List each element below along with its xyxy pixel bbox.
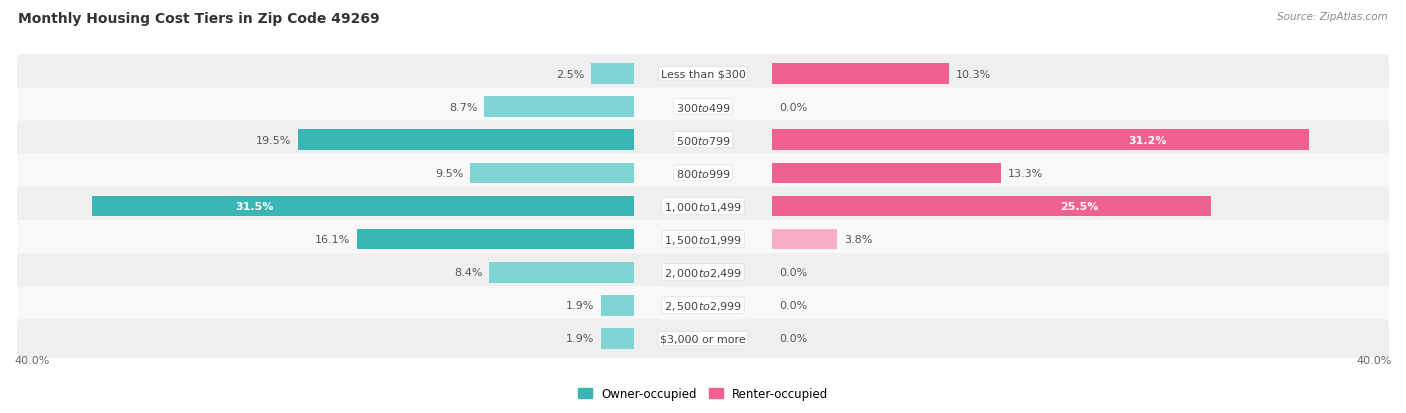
Text: 16.1%: 16.1% bbox=[315, 235, 350, 244]
Text: 10.3%: 10.3% bbox=[956, 69, 991, 79]
Text: 40.0%: 40.0% bbox=[14, 355, 49, 365]
FancyBboxPatch shape bbox=[17, 188, 1389, 225]
Text: 0.0%: 0.0% bbox=[779, 102, 807, 112]
Bar bbox=[602, 295, 634, 316]
Text: $300 to $499: $300 to $499 bbox=[675, 102, 731, 113]
FancyBboxPatch shape bbox=[17, 287, 1389, 325]
Text: 40.0%: 40.0% bbox=[1357, 355, 1392, 365]
FancyBboxPatch shape bbox=[17, 121, 1389, 159]
FancyBboxPatch shape bbox=[17, 320, 1389, 358]
Text: $2,500 to $2,999: $2,500 to $2,999 bbox=[664, 299, 742, 312]
FancyBboxPatch shape bbox=[17, 221, 1389, 259]
Text: 19.5%: 19.5% bbox=[256, 135, 291, 145]
Bar bbox=[484, 97, 634, 118]
Text: 31.5%: 31.5% bbox=[235, 202, 274, 211]
Text: 0.0%: 0.0% bbox=[779, 268, 807, 278]
Bar bbox=[772, 130, 1309, 151]
Text: $800 to $999: $800 to $999 bbox=[675, 168, 731, 179]
Text: 1.9%: 1.9% bbox=[567, 334, 595, 344]
Text: 13.3%: 13.3% bbox=[1008, 169, 1043, 178]
Text: 25.5%: 25.5% bbox=[1060, 202, 1098, 211]
Text: 8.4%: 8.4% bbox=[454, 268, 482, 278]
Bar bbox=[298, 130, 634, 151]
Text: Source: ZipAtlas.com: Source: ZipAtlas.com bbox=[1277, 12, 1388, 22]
Text: 8.7%: 8.7% bbox=[449, 102, 478, 112]
Legend: Owner-occupied, Renter-occupied: Owner-occupied, Renter-occupied bbox=[572, 382, 834, 405]
Bar bbox=[772, 229, 838, 250]
Text: 2.5%: 2.5% bbox=[555, 69, 583, 79]
Text: 1.9%: 1.9% bbox=[567, 301, 595, 311]
Text: 3.8%: 3.8% bbox=[844, 235, 873, 244]
Text: 0.0%: 0.0% bbox=[779, 334, 807, 344]
Bar bbox=[489, 262, 634, 283]
Bar bbox=[357, 229, 634, 250]
Text: $3,000 or more: $3,000 or more bbox=[661, 334, 745, 344]
Text: 0.0%: 0.0% bbox=[779, 301, 807, 311]
Text: $2,000 to $2,499: $2,000 to $2,499 bbox=[664, 266, 742, 279]
Text: 31.2%: 31.2% bbox=[1129, 135, 1167, 145]
Text: Monthly Housing Cost Tiers in Zip Code 49269: Monthly Housing Cost Tiers in Zip Code 4… bbox=[18, 12, 380, 26]
Bar bbox=[591, 64, 634, 85]
Bar bbox=[772, 163, 1001, 184]
FancyBboxPatch shape bbox=[17, 88, 1389, 126]
Bar bbox=[471, 163, 634, 184]
Bar bbox=[91, 196, 634, 217]
Text: 9.5%: 9.5% bbox=[436, 169, 464, 178]
FancyBboxPatch shape bbox=[17, 55, 1389, 93]
Bar bbox=[602, 328, 634, 349]
Bar bbox=[772, 64, 949, 85]
Text: Less than $300: Less than $300 bbox=[661, 69, 745, 79]
Text: $1,000 to $1,499: $1,000 to $1,499 bbox=[664, 200, 742, 213]
Text: $500 to $799: $500 to $799 bbox=[675, 135, 731, 146]
Bar bbox=[772, 196, 1211, 217]
FancyBboxPatch shape bbox=[17, 154, 1389, 192]
FancyBboxPatch shape bbox=[17, 254, 1389, 292]
Text: $1,500 to $1,999: $1,500 to $1,999 bbox=[664, 233, 742, 246]
